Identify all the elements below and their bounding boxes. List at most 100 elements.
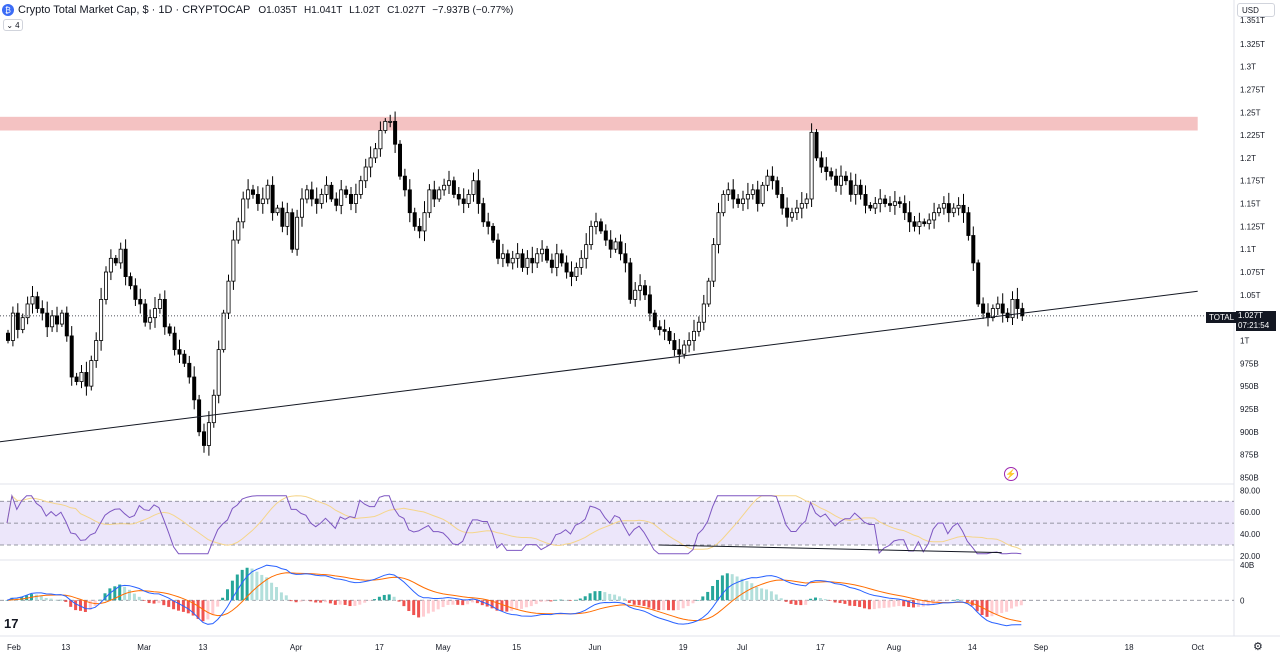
- macd-histogram-bar: [132, 593, 136, 601]
- currency-button[interactable]: USD: [1237, 3, 1275, 17]
- macd-histogram-bar: [314, 600, 318, 603]
- candle-body: [348, 194, 353, 204]
- macd-histogram-bar: [887, 600, 891, 608]
- macd-histogram-bar: [701, 596, 705, 601]
- candle-body: [461, 198, 466, 204]
- candle-body: [770, 175, 775, 182]
- candle-body: [255, 194, 260, 204]
- candle-body: [162, 299, 167, 328]
- candle-body: [765, 175, 770, 186]
- candle-body: [299, 198, 304, 218]
- time-axis[interactable]: Feb 13 Mar 13 Apr 17 May 15 Jun 19 Jul 17 Aug 14 Sep 18…: [7, 643, 1205, 652]
- candle-body: [878, 198, 883, 204]
- candle-body: [152, 308, 157, 319]
- candle-body: [157, 299, 162, 309]
- collapse-indicators-button[interactable]: ⌄ 4: [3, 19, 23, 31]
- candle-body: [647, 294, 652, 314]
- macd-histogram-bar: [510, 600, 514, 611]
- macd-histogram-bar: [294, 600, 298, 603]
- gear-icon[interactable]: ⚙: [1253, 641, 1263, 653]
- price-tick-label: 1.05T: [1240, 291, 1261, 300]
- candle-body: [236, 221, 241, 241]
- macd-histogram-bar: [843, 600, 847, 604]
- macd-histogram-bar: [618, 596, 621, 601]
- trendline-layer[interactable]: [0, 290, 1198, 443]
- macd-histogram-bar: [882, 600, 886, 608]
- macd-histogram-bar: [333, 600, 337, 605]
- candle-body: [922, 221, 927, 225]
- candle-body: [344, 189, 349, 195]
- candle-body: [246, 189, 251, 200]
- candle-body: [275, 207, 280, 214]
- candle-body: [902, 203, 907, 214]
- candle-body: [667, 330, 672, 341]
- macd-histogram-bar: [921, 600, 925, 607]
- macd-histogram-bar: [137, 596, 141, 601]
- candle-body: [314, 198, 319, 204]
- tradingview-logo-icon[interactable]: 17: [4, 616, 19, 631]
- candle-body: [873, 203, 878, 209]
- candle-body: [633, 289, 638, 300]
- candle-body: [760, 184, 765, 204]
- macd-histogram-bar: [716, 579, 719, 601]
- macd-histogram-bar: [760, 588, 764, 601]
- time-tick-label: Sep: [1034, 643, 1049, 652]
- macd-histogram-bar: [892, 600, 896, 607]
- macd-histogram-bar: [632, 600, 636, 605]
- macd-histogram-bar: [475, 600, 479, 604]
- macd-histogram-bar: [549, 600, 553, 602]
- candle-body: [672, 340, 677, 351]
- macd-histogram-bar: [598, 591, 602, 601]
- candle-body: [491, 225, 496, 241]
- macd-histogram-bar: [769, 591, 773, 601]
- macd-histogram-bar: [44, 597, 48, 601]
- macd-histogram-bar: [466, 600, 470, 605]
- candle-body: [94, 340, 99, 361]
- macd-histogram-bar: [789, 600, 793, 604]
- candle-body: [598, 221, 603, 232]
- macd-histogram-bar: [309, 600, 313, 602]
- price-tick-label: 900B: [1240, 428, 1259, 437]
- candle-body: [883, 198, 888, 204]
- time-tick-label: Jun: [589, 643, 602, 652]
- macd-histogram-bar: [230, 580, 234, 601]
- macd-histogram-bar: [201, 600, 205, 622]
- macd-histogram-bar: [98, 599, 102, 601]
- symbol-price-label: TOTAL: [1206, 312, 1238, 323]
- candle-body: [662, 329, 667, 332]
- macd-histogram-bar: [671, 600, 675, 611]
- candle-body: [25, 303, 30, 319]
- low-value: L1.02T: [349, 4, 381, 16]
- macd-histogram-bar: [956, 599, 960, 601]
- macd-histogram-bar: [304, 600, 308, 601]
- candle-body: [211, 394, 216, 424]
- macd-histogram-bar: [270, 582, 274, 601]
- macd-histogram-bar: [412, 600, 416, 616]
- macd-histogram-bar: [941, 600, 945, 601]
- macd-histogram-bar: [177, 600, 180, 611]
- candle-body: [79, 372, 84, 382]
- lightning-icon[interactable]: ⚡: [1004, 467, 1018, 481]
- candle-body: [961, 204, 966, 214]
- time-tick-label: Jul: [737, 643, 747, 652]
- macd-histogram-bar: [907, 600, 911, 607]
- candle-body: [393, 120, 398, 145]
- candle-body: [941, 203, 946, 209]
- macd-histogram-bar: [407, 600, 411, 612]
- symbol-title[interactable]: Crypto Total Market Cap, $ · 1D · CRYPTO…: [18, 4, 251, 16]
- candle-body: [559, 253, 564, 264]
- macd-histogram-bar: [108, 588, 112, 601]
- candle-body: [701, 303, 706, 323]
- macd-histogram-bar: [755, 586, 759, 601]
- candle-body: [290, 212, 295, 250]
- macd-histogram-bar: [608, 593, 612, 601]
- candle-body: [628, 262, 633, 300]
- rsi-tick-label: 40.00: [1240, 530, 1261, 539]
- candle-body: [383, 120, 388, 131]
- price-axis[interactable]: 1.351T 1.325T 1.3T 1.275T 1.25T 1.225T 1.2T 1.1…: [1240, 16, 1265, 605]
- macd-histogram-bar: [965, 600, 969, 602]
- candle-body: [471, 180, 476, 195]
- candle-body: [304, 189, 309, 200]
- macd-signal-line: [6, 572, 1022, 623]
